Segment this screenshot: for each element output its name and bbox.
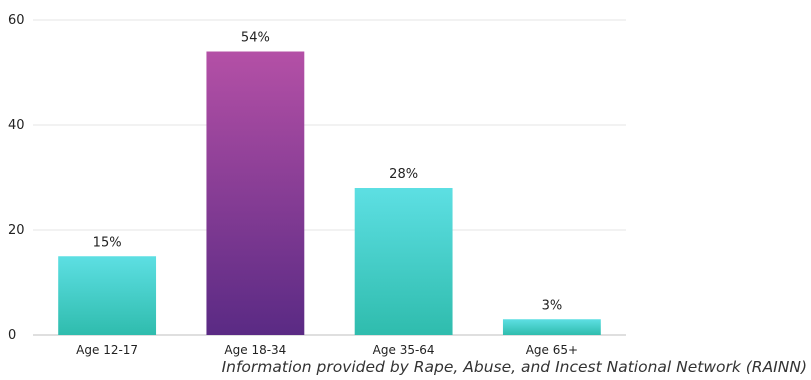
y-tick-label-40: 40: [8, 118, 25, 133]
y-tick-label-60: 60: [8, 13, 25, 28]
bar-age-35-64: [354, 188, 453, 335]
bar-age-18-34: [206, 51, 305, 335]
y-tick-label-0: 0: [8, 328, 16, 343]
data-label-1: 54%: [241, 31, 270, 46]
labels-layer: 15% Age 12-17 54% Age 18-34 28% Age 35-64 3% Ag…: [76, 31, 578, 358]
data-label-2: 28%: [389, 167, 418, 182]
bar-age-12-17: [58, 256, 157, 335]
bar-age-65-: [502, 319, 601, 335]
data-label-3: 3%: [542, 298, 563, 313]
y-tick-label-20: 20: [8, 223, 25, 238]
x-tick-label-2: Age 35-64: [373, 343, 435, 357]
source-caption: Information provided by Rape, Abuse, and…: [221, 358, 807, 376]
data-label-0: 15%: [93, 235, 122, 250]
x-tick-label-0: Age 12-17: [76, 343, 138, 357]
bars-layer: [58, 51, 601, 335]
x-tick-label-1: Age 18-34: [224, 343, 286, 357]
x-tick-label-3: Age 65+: [526, 343, 578, 357]
